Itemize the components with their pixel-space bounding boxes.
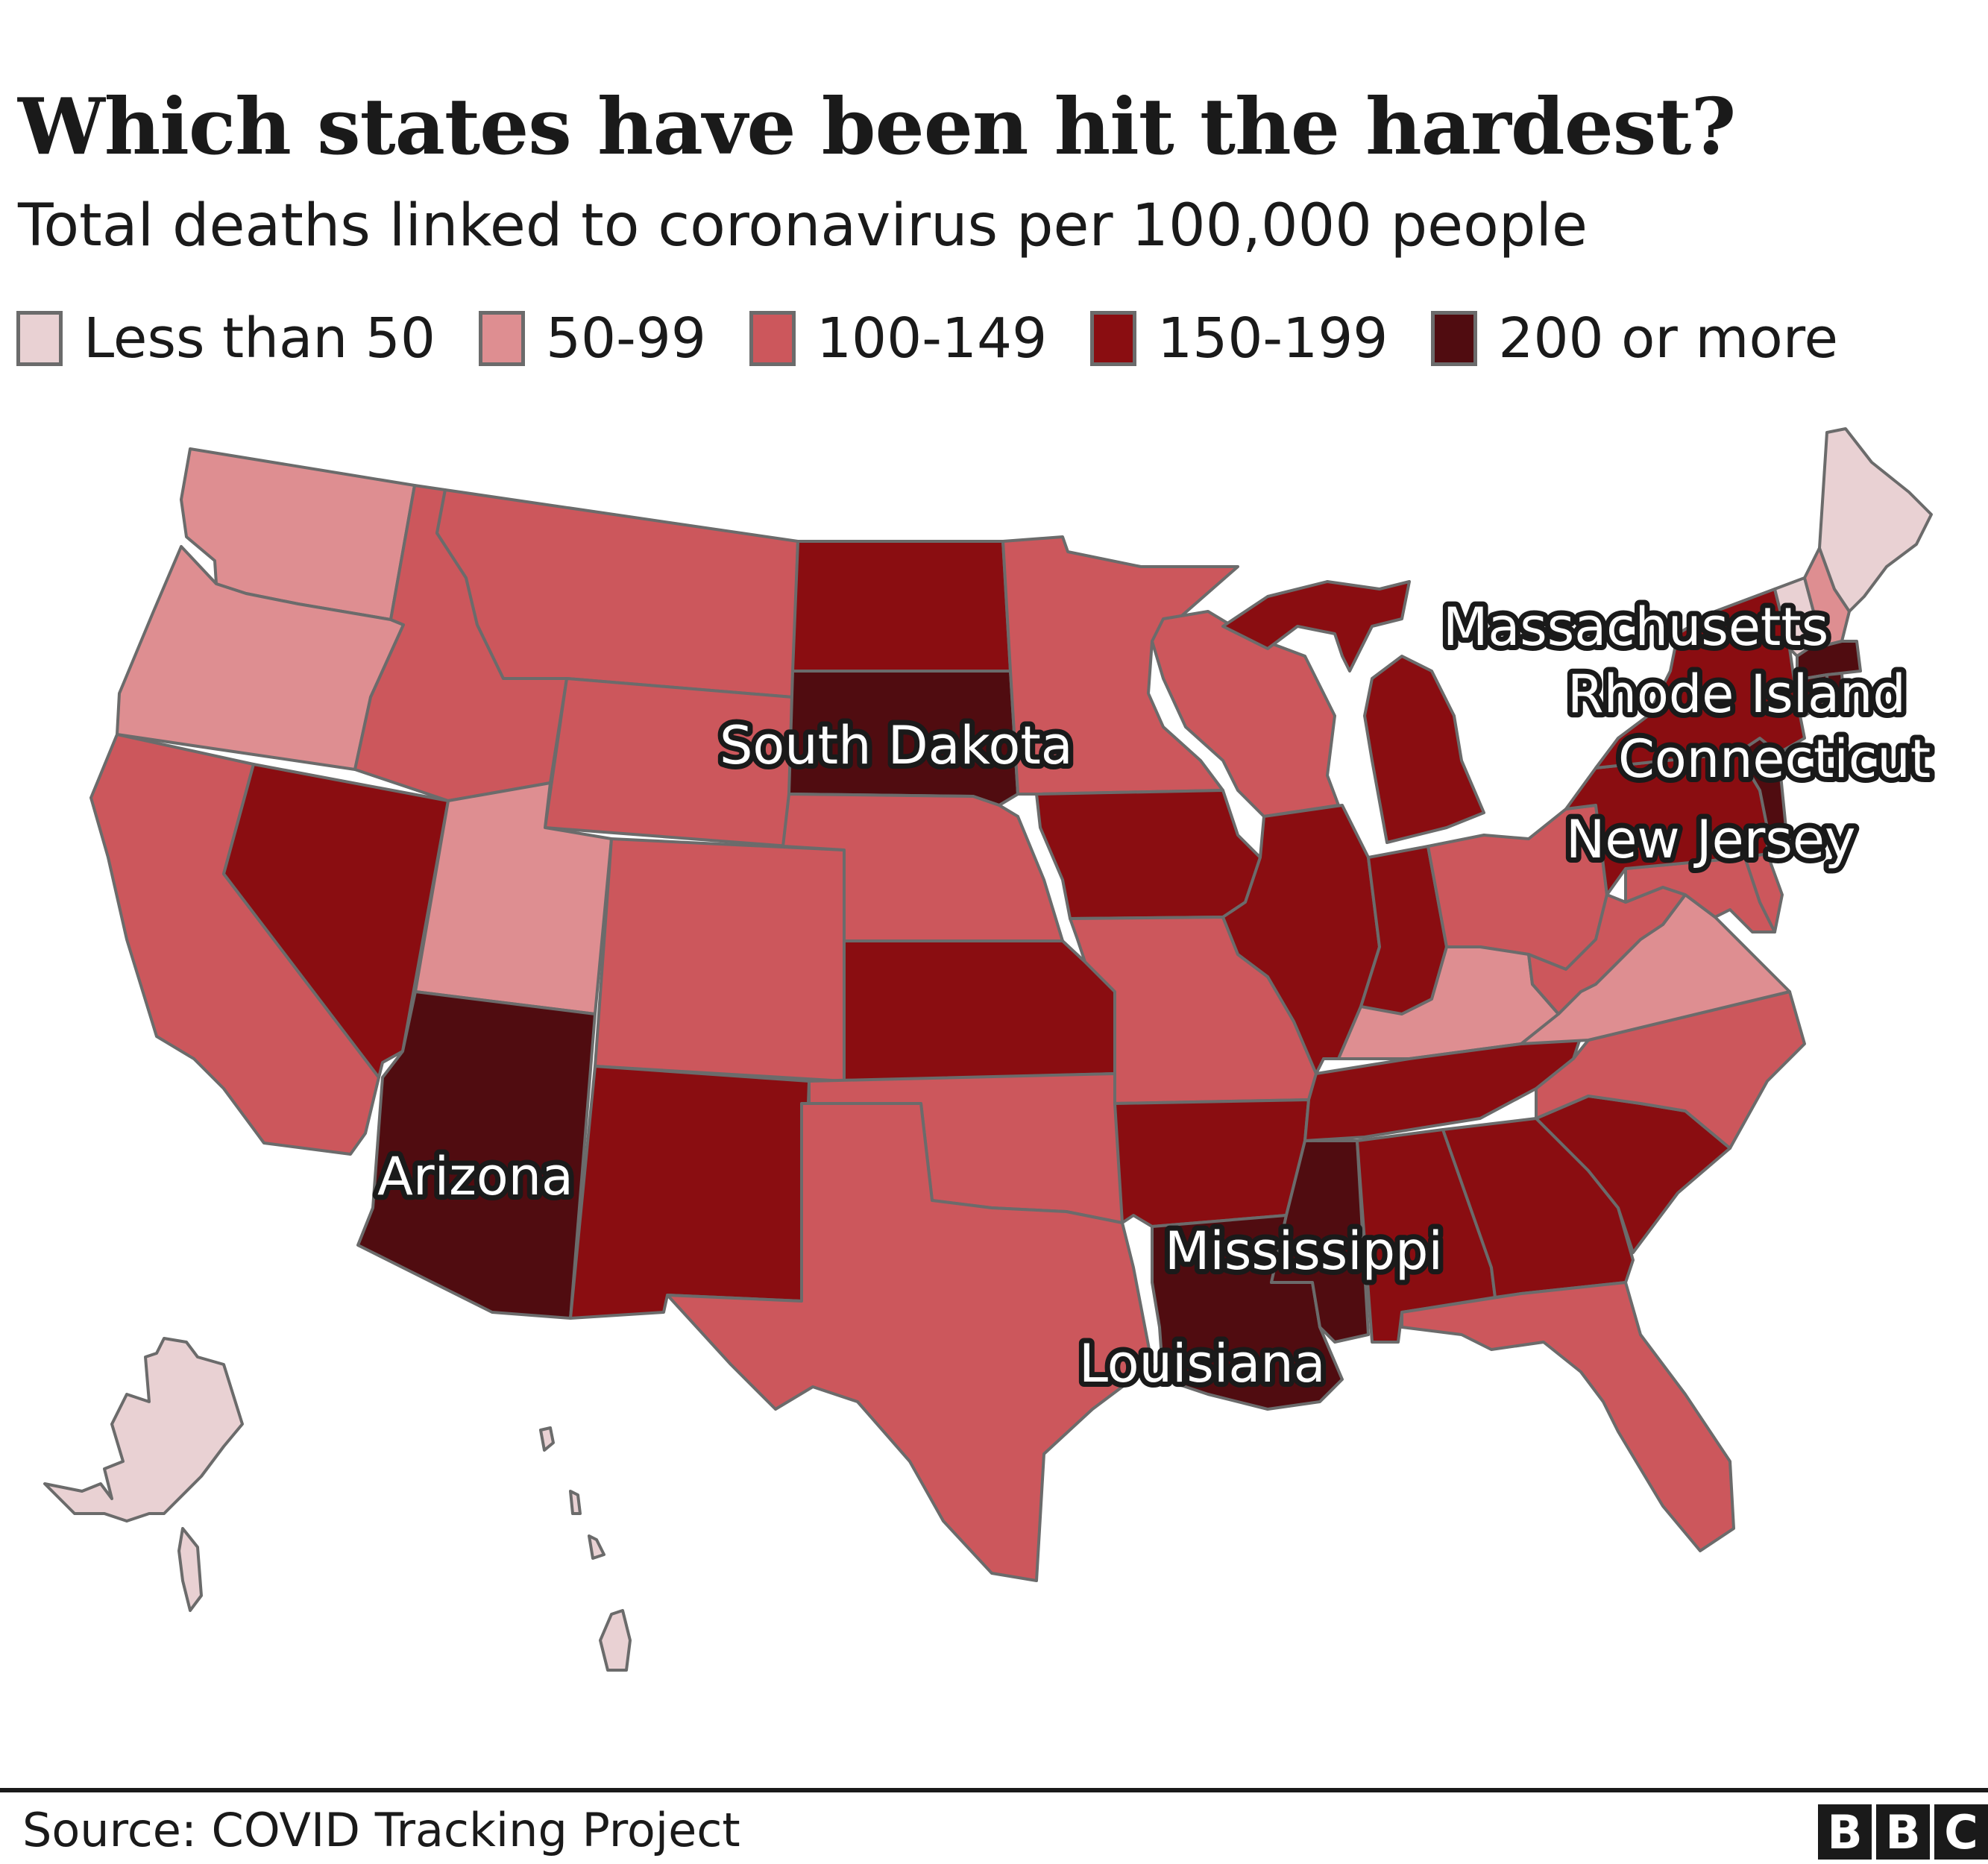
chart-subtitle: Total deaths linked to coronavirus per 1… <box>18 192 1588 259</box>
state-iowa <box>1035 789 1262 920</box>
state-rhode-island <box>1825 672 1845 702</box>
legend-label: 50-99 <box>545 306 706 371</box>
legend-label: 100-149 <box>816 306 1048 371</box>
label-new-jersey: New Jersey <box>1566 809 1855 870</box>
bbc-logo-letter: C <box>1934 1804 1988 1860</box>
bbc-logo-letter: B <box>1876 1804 1930 1860</box>
state-alaska <box>43 1337 244 1612</box>
state-minnesota <box>1001 535 1239 796</box>
bbc-logo-letter: B <box>1818 1804 1872 1860</box>
chart-title: Which states have been hit the hardest? <box>18 81 1736 172</box>
state-colorado <box>594 837 846 1083</box>
state-michigan <box>1221 580 1485 844</box>
label-south-dakota: South Dakota <box>720 715 1073 776</box>
state-arizona <box>356 990 597 1320</box>
legend: Less than 50 50-99 100-149 150-199 200 o… <box>16 306 1881 371</box>
label-louisiana: Louisiana <box>1079 1333 1325 1394</box>
state-mississippi <box>1270 1139 1370 1344</box>
state-new-mexico <box>569 1065 811 1320</box>
state-arkansas <box>1113 1098 1310 1228</box>
legend-label: Less than 50 <box>84 306 435 371</box>
state-hawaii <box>539 1426 632 1672</box>
legend-label: 200 or more <box>1498 306 1839 371</box>
legend-item-100-149: 100-149 <box>749 306 1047 371</box>
label-massachusetts: Massachusetts <box>1443 596 1828 658</box>
label-connecticut: Connecticut <box>1618 728 1931 790</box>
legend-item-200-or-more: 200 or more <box>1431 306 1838 371</box>
source-note: Source: COVID Tracking Project <box>22 1803 740 1857</box>
legend-swatch <box>16 311 63 366</box>
label-mississippi: Mississippi <box>1165 1221 1443 1282</box>
us-choropleth-map: South Dakota Arizona Mississippi Louisia… <box>43 427 1936 1672</box>
state-kansas <box>843 939 1116 1083</box>
state-texas <box>666 1102 1154 1582</box>
bbc-logo: B B C <box>1818 1804 1988 1860</box>
legend-swatch <box>478 311 525 366</box>
state-nebraska <box>781 793 1064 942</box>
legend-label: 150-199 <box>1157 306 1388 371</box>
legend-item-50-99: 50-99 <box>478 306 706 371</box>
label-rhode-island: Rhode Island <box>1567 664 1906 725</box>
legend-item-150-199: 150-199 <box>1090 306 1388 371</box>
state-maine <box>1818 427 1933 613</box>
legend-item-less-than-50: Less than 50 <box>16 306 435 371</box>
label-arizona: Arizona <box>377 1146 573 1207</box>
legend-swatch <box>749 311 796 366</box>
state-north-dakota <box>791 540 1012 673</box>
state-florida <box>1400 1281 1735 1552</box>
state-north-carolina <box>1535 990 1806 1150</box>
legend-swatch <box>1431 311 1478 366</box>
legend-swatch <box>1090 311 1137 366</box>
footer-divider <box>0 1788 1988 1792</box>
